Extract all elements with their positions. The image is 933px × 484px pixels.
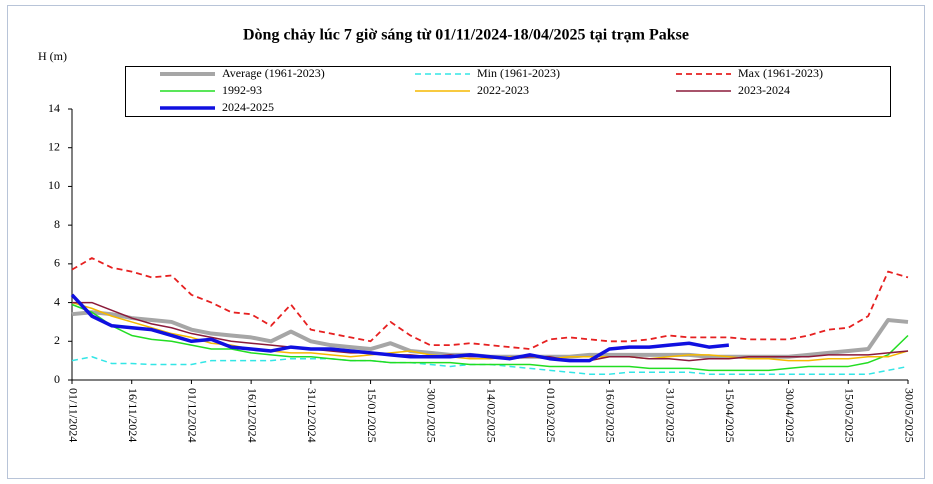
y-tick-label: 12 (48, 139, 60, 153)
series-line (70, 293, 730, 363)
legend-label: 2023-2024 (738, 83, 790, 97)
y-tick-label: 14 (48, 101, 60, 115)
x-tick-label: 15/01/2025 (365, 388, 379, 443)
legend-label: Max (1961-2023) (738, 66, 823, 80)
y-tick-label: 4 (54, 294, 60, 308)
y-tick-label: 2 (54, 333, 60, 347)
series-line (71, 257, 909, 350)
y-tick-label: 8 (54, 217, 60, 231)
x-tick-label: 30/05/2025 (902, 388, 916, 443)
x-tick-label: 31/12/2024 (305, 388, 319, 443)
legend-label: 2022-2023 (477, 83, 529, 97)
x-tick-label: 15/04/2025 (723, 388, 737, 443)
x-tick-label: 30/04/2025 (783, 388, 797, 443)
legend-box (125, 66, 891, 117)
legend-label: Min (1961-2023) (477, 66, 560, 80)
legend-label: Average (1961-2023) (222, 66, 325, 80)
x-tick-label: 14/02/2025 (484, 388, 498, 443)
series-line (71, 303, 909, 372)
x-tick-label: 01/12/2024 (186, 388, 200, 443)
x-tick-label: 16/12/2024 (245, 388, 259, 443)
x-tick-label: 16/11/2024 (126, 388, 140, 442)
legend-label: 1992-93 (222, 83, 262, 97)
series-line (71, 301, 909, 362)
y-tick-label: 10 (48, 178, 60, 192)
x-tick-label: 01/11/2024 (66, 388, 80, 442)
x-tick-label: 16/03/2025 (604, 388, 618, 443)
x-tick-label: 31/03/2025 (663, 388, 677, 443)
y-tick-label: 6 (54, 256, 60, 270)
legend-label: 2024-2025 (222, 100, 274, 114)
x-tick-label: 30/01/2025 (425, 388, 439, 443)
y-axis-label: H (m) (38, 49, 67, 63)
chart-title: Dòng chảy lúc 7 giờ sáng từ 01/11/2024-1… (243, 27, 689, 44)
y-tick-label: 0 (54, 372, 60, 386)
x-tick-label: 01/03/2025 (544, 388, 558, 443)
x-tick-label: 15/05/2025 (843, 388, 857, 443)
